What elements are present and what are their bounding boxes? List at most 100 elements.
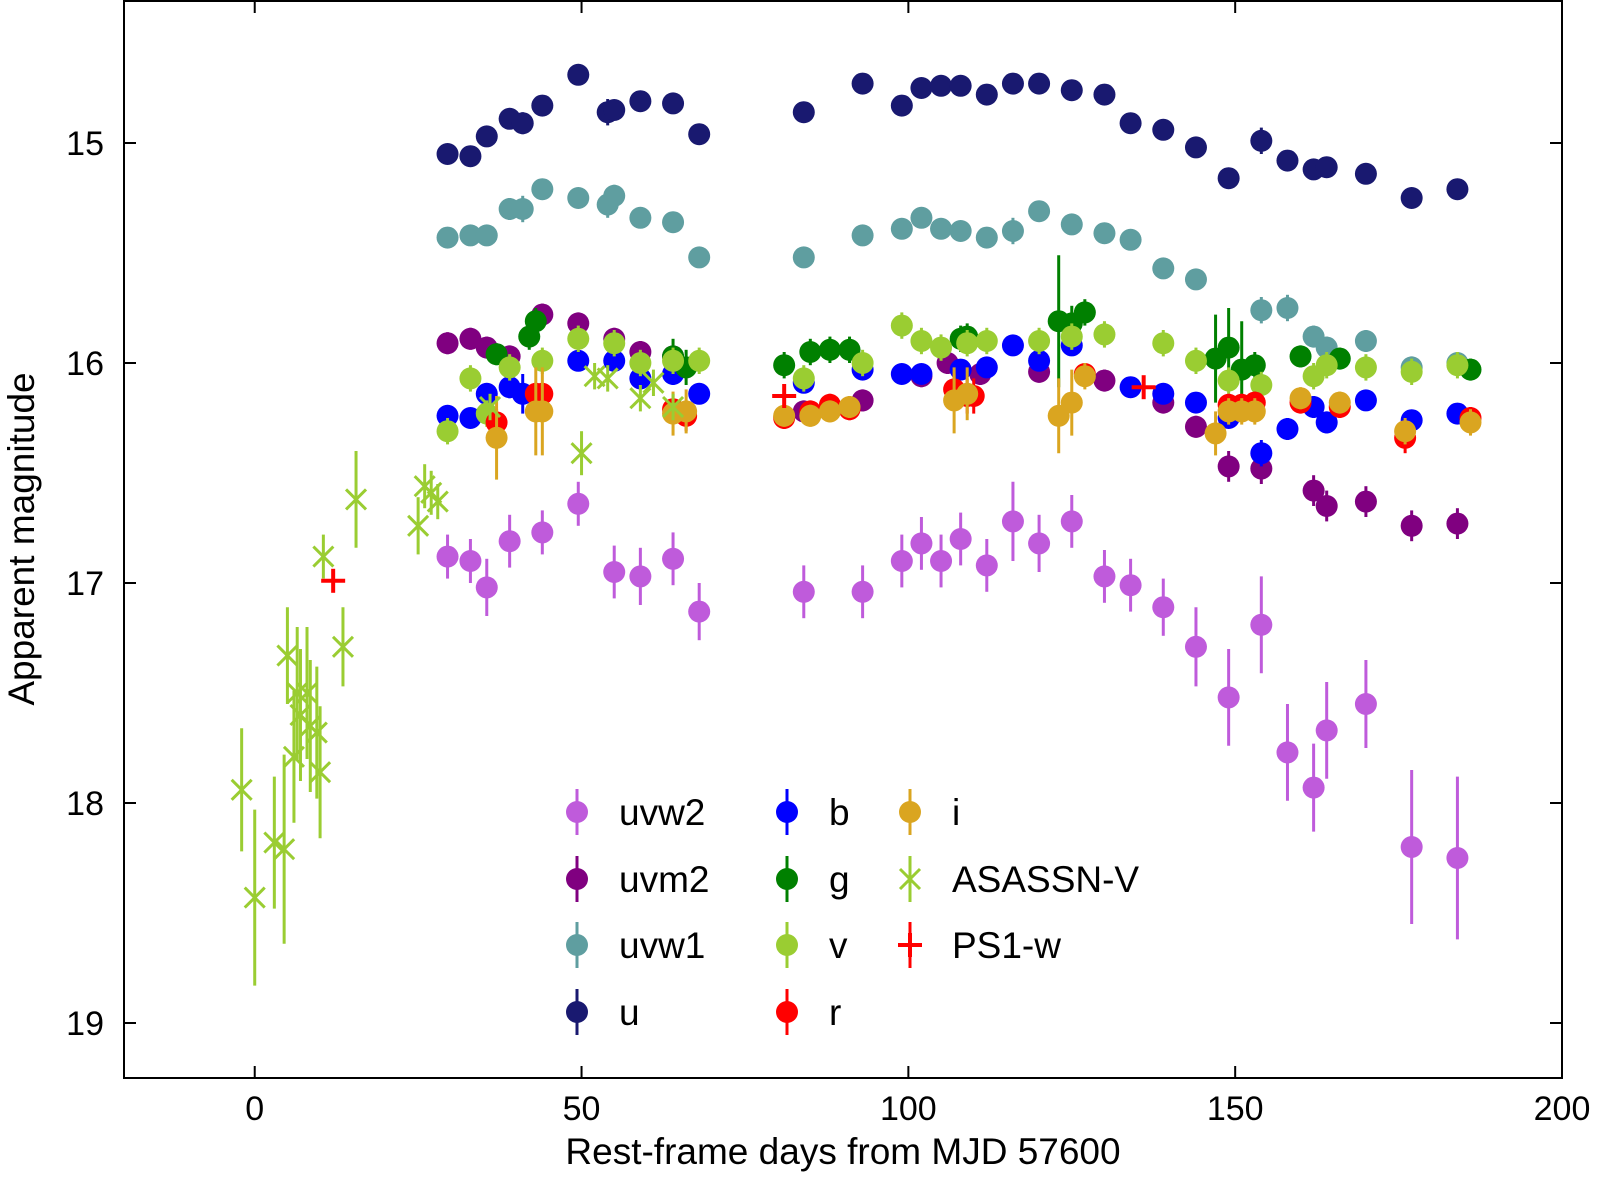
data-point-v [1184, 347, 1207, 374]
data-point-v [890, 312, 913, 339]
marker-i [1289, 387, 1312, 410]
data-point-ASASSN-V [230, 728, 253, 852]
marker-uvw1 [949, 220, 972, 242]
marker-i [485, 426, 508, 449]
data-point-g [818, 336, 841, 363]
legend-item-uvm2: uvm2 [566, 856, 709, 902]
series-u [436, 63, 1469, 209]
data-point-uvm2 [1354, 486, 1377, 517]
data-point-uvw2 [1217, 649, 1240, 746]
legend-label: uvw1 [619, 925, 705, 966]
data-point-uvw1 [1028, 200, 1051, 223]
marker-uvw2 [459, 550, 482, 572]
data-point-i [1060, 369, 1083, 436]
marker-uvw1 [910, 206, 933, 229]
data-point-u [1250, 127, 1273, 154]
marker-uvw1 [975, 226, 998, 249]
series-v [436, 312, 1469, 445]
legend-marker [776, 801, 798, 823]
marker-u [567, 63, 590, 86]
x-tick-label: 150 [1207, 1090, 1264, 1128]
data-point-u [531, 94, 554, 117]
data-point-u [511, 112, 534, 135]
data-point-uvw2 [603, 545, 626, 599]
legend-marker [566, 868, 588, 890]
data-point-uvw2 [975, 539, 998, 592]
marker-b [910, 363, 933, 385]
data-point-v [1400, 358, 1423, 385]
data-point-uvw1 [910, 206, 933, 229]
data-point-ASASSN-V [331, 607, 355, 687]
marker-u [792, 101, 815, 124]
marker-v [498, 356, 521, 379]
data-point-u [603, 99, 626, 121]
data-point-uvw1 [531, 178, 554, 201]
data-point-b [1152, 382, 1175, 405]
marker-uvm2 [459, 327, 482, 350]
marker-uvw1 [1276, 297, 1299, 319]
data-point-uvw1 [1152, 257, 1175, 280]
data-point-uvw1 [949, 220, 972, 242]
marker-uvw1 [688, 246, 711, 269]
data-point-v [436, 418, 459, 445]
data-point-u [1060, 79, 1083, 102]
data-point-v [1315, 352, 1338, 379]
data-point-uvw1 [603, 184, 626, 207]
data-point-u [662, 92, 685, 115]
legend-label: PS1-w [952, 925, 1061, 966]
marker-ASASSN-V [312, 545, 335, 568]
marker-i [1328, 391, 1351, 414]
y-tick-label: 15 [66, 125, 104, 163]
marker-u [930, 74, 953, 97]
data-point-b [1001, 334, 1024, 357]
x-tick-label: 0 [245, 1090, 264, 1128]
marker-uvw1 [662, 211, 685, 234]
data-point-i [1459, 409, 1482, 436]
data-point-v [956, 330, 979, 357]
data-point-b [890, 363, 913, 385]
data-point-ASASSN-V [661, 393, 685, 421]
data-point-b [1315, 411, 1338, 434]
marker-ASASSN-V [570, 442, 593, 465]
x-stroke [583, 365, 606, 388]
data-point-u [1001, 72, 1024, 95]
data-point-b [1119, 376, 1142, 399]
marker-u [975, 83, 998, 106]
data-point-u [1354, 162, 1377, 185]
marker-uvw2 [1250, 613, 1273, 636]
marker-uvw2 [498, 530, 521, 553]
data-point-uvm2 [1315, 490, 1338, 522]
data-point-g [1243, 352, 1266, 379]
data-point-ASASSN-V [478, 393, 502, 421]
data-point-ASASSN-V [642, 369, 665, 396]
data-point-uvm2 [1302, 475, 1325, 506]
data-point-uvw2 [688, 583, 711, 641]
data-point-ASASSN-V [273, 754, 296, 944]
marker-uvw1 [459, 224, 482, 247]
x-stroke [286, 681, 309, 705]
data-point-uvw2 [1315, 682, 1338, 779]
marker-v [531, 349, 554, 372]
data-point-uvm2 [1400, 510, 1423, 542]
data-point-v [910, 327, 933, 355]
marker-uvw2 [890, 550, 913, 572]
x-tick-label: 100 [880, 1090, 937, 1128]
marker-u [475, 125, 498, 148]
data-point-uvw2 [1119, 558, 1142, 612]
legend-marker [776, 934, 798, 956]
marker-v [1250, 374, 1273, 396]
data-point-uvm2 [459, 327, 482, 350]
data-point-i [1073, 363, 1096, 390]
data-point-u [459, 145, 482, 168]
marker-ASASSN-V [426, 490, 449, 513]
series-ASASSN-V [230, 363, 685, 986]
marker-uvw1 [1060, 213, 1083, 236]
marker-PS1-w [772, 384, 797, 408]
data-point-v [1446, 352, 1469, 379]
data-point-uvw2 [1060, 495, 1083, 548]
x-stroke [305, 721, 328, 744]
marker-v [436, 420, 459, 443]
data-point-uvw2 [567, 481, 590, 526]
data-point-uvm2 [1184, 415, 1207, 438]
